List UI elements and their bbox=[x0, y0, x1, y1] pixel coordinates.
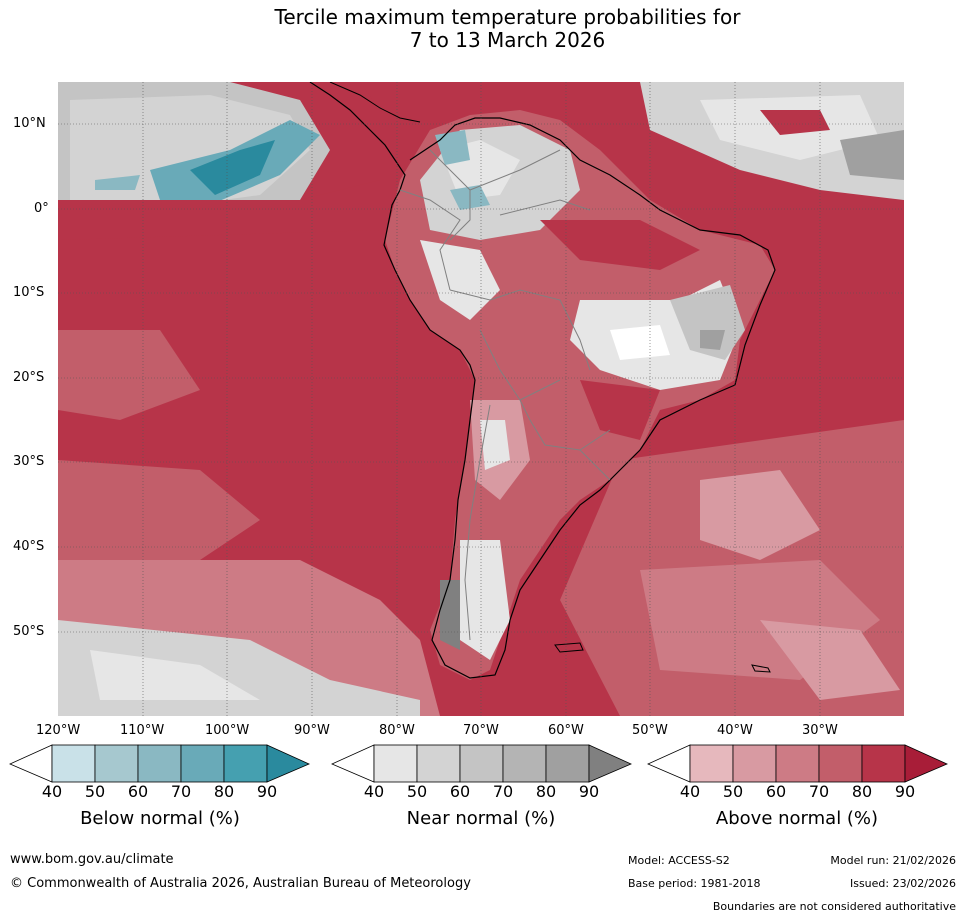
map-title-line1: Tercile maximum temperature probabilitie… bbox=[274, 5, 741, 29]
country-borders bbox=[399, 149, 611, 641]
colorbar-near bbox=[331, 744, 632, 783]
lat-label: 40°S bbox=[13, 539, 45, 554]
legend-tick: 60 bbox=[449, 782, 471, 801]
legend-tick: 60 bbox=[765, 782, 787, 801]
legend-tick: 70 bbox=[808, 782, 830, 801]
legend-tick: 80 bbox=[213, 782, 235, 801]
footer-model: Model: ACCESS-S2 bbox=[628, 854, 730, 867]
footer-copyright: © Commonwealth of Australia 2026, Austra… bbox=[10, 876, 471, 891]
lat-label: 50°S bbox=[13, 624, 45, 639]
legend-title-below: Below normal (%) bbox=[80, 808, 240, 829]
lat-label: 10°S bbox=[13, 285, 45, 300]
legend-tick: 80 bbox=[535, 782, 557, 801]
graticule bbox=[58, 82, 904, 716]
footer-url[interactable]: www.bom.gov.au/climate bbox=[10, 852, 174, 867]
footer-base-period: Base period: 1981-2018 bbox=[628, 877, 761, 890]
legend-tick: 90 bbox=[578, 782, 600, 801]
legend-title-above: Above normal (%) bbox=[715, 808, 879, 829]
lon-label: 110°W bbox=[120, 723, 165, 738]
legend-tick: 50 bbox=[722, 782, 744, 801]
lon-label: 30°W bbox=[802, 723, 838, 738]
legend-tick: 60 bbox=[127, 782, 149, 801]
footer-disclaimer: Boundaries are not considered authoritat… bbox=[712, 900, 956, 913]
colorbar-above bbox=[647, 744, 948, 783]
legend-tick: 70 bbox=[170, 782, 192, 801]
legend-tick: 80 bbox=[851, 782, 873, 801]
lon-label: 70°W bbox=[463, 723, 499, 738]
lat-label: 30°S bbox=[13, 454, 45, 469]
lat-label: 10°N bbox=[13, 116, 46, 131]
lon-label: 40°W bbox=[717, 723, 753, 738]
lat-label: 0° bbox=[34, 201, 49, 216]
legend-tick: 40 bbox=[363, 782, 385, 801]
colorbar-below bbox=[9, 744, 310, 783]
legend-tick: 90 bbox=[256, 782, 278, 801]
lon-label: 50°W bbox=[632, 723, 668, 738]
lon-label: 100°W bbox=[205, 723, 250, 738]
legend-tick: 40 bbox=[679, 782, 701, 801]
map-title-line2: 7 to 13 March 2026 bbox=[409, 28, 606, 52]
legend-tick: 90 bbox=[894, 782, 916, 801]
coastlines bbox=[309, 82, 776, 679]
legend-tick: 70 bbox=[492, 782, 514, 801]
map-field bbox=[58, 82, 904, 716]
lon-label: 80°W bbox=[379, 723, 415, 738]
lat-label: 20°S bbox=[13, 370, 45, 385]
lon-label: 90°W bbox=[294, 723, 330, 738]
lon-label: 120°W bbox=[36, 723, 81, 738]
lon-label: 60°W bbox=[548, 723, 584, 738]
footer-issued: Issued: 23/02/2026 bbox=[849, 877, 956, 890]
footer-model-run: Model run: 21/02/2026 bbox=[830, 854, 956, 867]
patagonia-near-normal bbox=[460, 540, 510, 660]
legend-title-near: Near normal (%) bbox=[406, 808, 556, 829]
legend-tick: 50 bbox=[84, 782, 106, 801]
legend-tick: 50 bbox=[406, 782, 428, 801]
legend-tick: 40 bbox=[41, 782, 63, 801]
